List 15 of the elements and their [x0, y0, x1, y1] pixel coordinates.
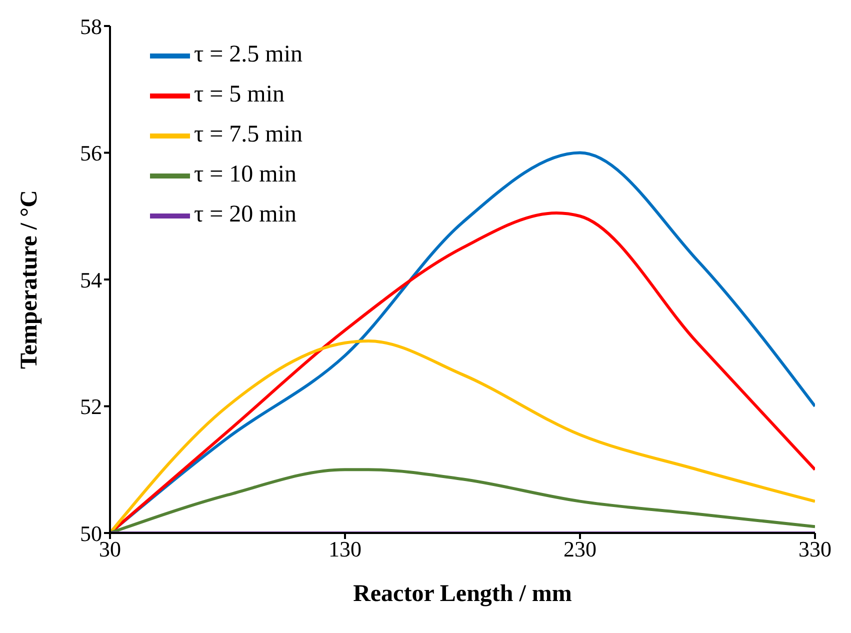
x-axis-title: Reactor Length / mm — [353, 581, 572, 607]
y-axis-title: Temperature / °C — [16, 190, 43, 369]
y-tick-label: 50 — [80, 520, 102, 546]
x-tick-label: 130 — [328, 536, 362, 562]
legend-label: τ = 5 min — [194, 82, 285, 108]
legend-label: τ = 7.5 min — [194, 122, 303, 148]
x-tick-label: 330 — [798, 536, 832, 562]
y-tick-label: 52 — [80, 394, 102, 420]
legend-label: τ = 2.5 min — [194, 42, 303, 68]
y-tick-label: 56 — [80, 140, 102, 166]
y-tick-label: 54 — [80, 267, 102, 292]
x-tick-label: 230 — [564, 536, 596, 562]
legend-label: τ = 20 min — [194, 202, 297, 228]
y-tick-label: 58 — [80, 14, 102, 39]
legend-label: τ = 10 min — [194, 162, 297, 188]
